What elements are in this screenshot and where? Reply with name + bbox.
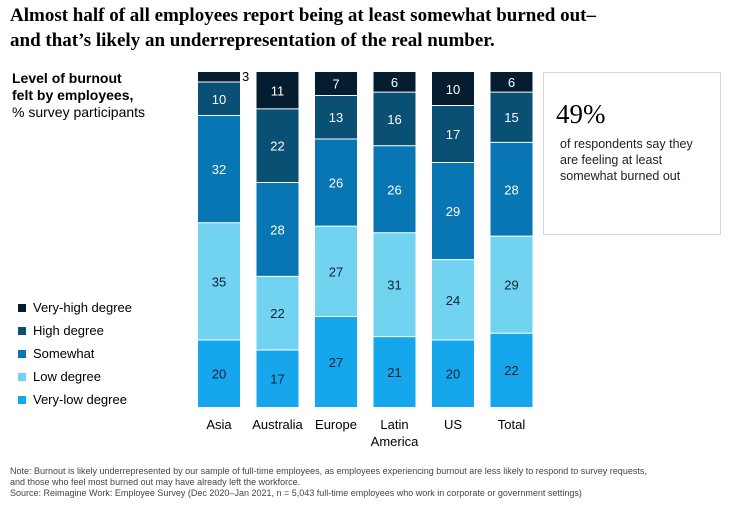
source-line: Source: Reimagine Work: Employee Survey …: [10, 488, 582, 498]
data-label: 22: [270, 306, 284, 321]
data-label: 26: [387, 182, 401, 197]
data-label: 31: [387, 278, 401, 293]
bar-segment: [432, 105, 474, 163]
x-tick-label: Australia: [252, 417, 303, 432]
data-label: 21: [387, 365, 401, 380]
bar-segment: [373, 336, 416, 407]
bar-segment: [198, 82, 240, 116]
bar-segment: [373, 72, 416, 93]
data-label: 6: [508, 75, 515, 90]
data-label: 27: [329, 264, 343, 279]
subtitle-line-2: felt by employees,: [12, 87, 134, 103]
bar-segment: [315, 139, 357, 227]
chart-headline: Almost half of all employees report bein…: [10, 3, 740, 53]
data-label: 26: [329, 176, 343, 191]
bar-segment: [490, 92, 533, 143]
bar-segment: [256, 182, 299, 277]
data-label: 10: [446, 82, 460, 97]
data-label: 20: [446, 367, 460, 382]
legend-label: Low degree: [33, 369, 101, 384]
x-tick-label: Latin: [380, 417, 408, 432]
data-label: 3: [242, 69, 249, 84]
legend-item: High degree: [18, 319, 132, 342]
callout-value: 49%: [556, 99, 606, 129]
data-label: 32: [212, 162, 226, 177]
bar-segment: [315, 226, 357, 317]
data-label: 7: [332, 77, 339, 92]
data-label: 17: [446, 127, 460, 142]
legend-label: Somewhat: [33, 346, 95, 361]
data-label: 6: [391, 75, 398, 90]
legend-item: Very-high degree: [18, 296, 132, 319]
headline-line-1: Almost half of all employees report bein…: [10, 5, 596, 26]
legend-item: Very-low degree: [18, 388, 132, 411]
bar-segment: [432, 162, 474, 260]
note-line-1: Note: Burnout is likely underrepresented…: [10, 466, 647, 476]
legend-swatch: [18, 395, 26, 404]
data-label: 22: [270, 139, 284, 154]
bar-segment: [256, 276, 299, 351]
x-tick-label: Asia: [206, 417, 232, 432]
bar-segment: [490, 333, 533, 407]
data-label: 10: [212, 92, 226, 107]
legend-swatch: [18, 372, 26, 381]
callout-text: of respondents say they are feeling at l…: [560, 137, 693, 183]
bar-segment: [198, 340, 240, 407]
chart-subtitle: Level of burnout felt by employees, % su…: [12, 70, 192, 121]
data-label: 17: [270, 372, 284, 387]
x-tick-label: America: [371, 434, 419, 449]
bar-segment: [490, 142, 533, 237]
bar-segment: [432, 72, 474, 106]
data-label: 15: [504, 110, 518, 125]
legend-swatch: [18, 326, 26, 335]
legend-item: Low degree: [18, 365, 132, 388]
legend-item: Somewhat: [18, 342, 132, 365]
bar-segment: [432, 340, 474, 407]
bar-segment: [198, 222, 240, 340]
data-label: 27: [329, 355, 343, 370]
data-label: 22: [504, 363, 518, 378]
data-label: 35: [212, 274, 226, 289]
bar-segment: [256, 350, 299, 407]
headline-line-2: and that’s likely an underrepresentation…: [10, 30, 495, 51]
subtitle-line-1: Level of burnout: [12, 70, 122, 86]
legend-label: High degree: [33, 323, 104, 338]
bar-segment: [490, 236, 533, 334]
data-label: 20: [212, 367, 226, 382]
data-label: 13: [329, 110, 343, 125]
x-tick-label: US: [444, 417, 462, 432]
bar-segment: [373, 232, 416, 337]
subtitle-line-3: % survey participants: [12, 104, 146, 120]
data-label: 24: [446, 293, 460, 308]
bar-segment: [256, 108, 299, 183]
chart-legend: Very-high degree High degree Somewhat Low d…: [18, 296, 132, 411]
footnotes: Note: Burnout is likely underrepresented…: [10, 466, 740, 499]
data-label: 29: [504, 278, 518, 293]
bar-segment: [256, 72, 299, 109]
bar-segment: [432, 259, 474, 340]
note-line-2: and those who feel most burned out may h…: [10, 477, 301, 487]
x-tick-label: Europe: [315, 417, 357, 432]
data-label: 16: [387, 112, 401, 127]
data-label: 28: [504, 182, 518, 197]
data-label: 29: [446, 204, 460, 219]
data-label: 11: [271, 83, 285, 98]
callout-box: 49% of respondents say they are feeling …: [543, 72, 721, 235]
legend-swatch: [18, 303, 26, 312]
bar-segment: [490, 72, 533, 93]
legend-label: Very-high degree: [33, 300, 133, 315]
bar-segment: [373, 145, 416, 233]
data-label: 28: [270, 222, 284, 237]
bar-segment: [315, 95, 357, 139]
x-tick-label: Total: [498, 417, 526, 432]
legend-label: Very-low degree: [33, 392, 127, 407]
bar-segment: [198, 115, 240, 223]
bar-segment: [198, 72, 240, 83]
bar-segment: [315, 72, 357, 96]
bar-segment: [315, 316, 357, 407]
legend-swatch: [18, 349, 26, 358]
bar-segment: [373, 92, 416, 146]
